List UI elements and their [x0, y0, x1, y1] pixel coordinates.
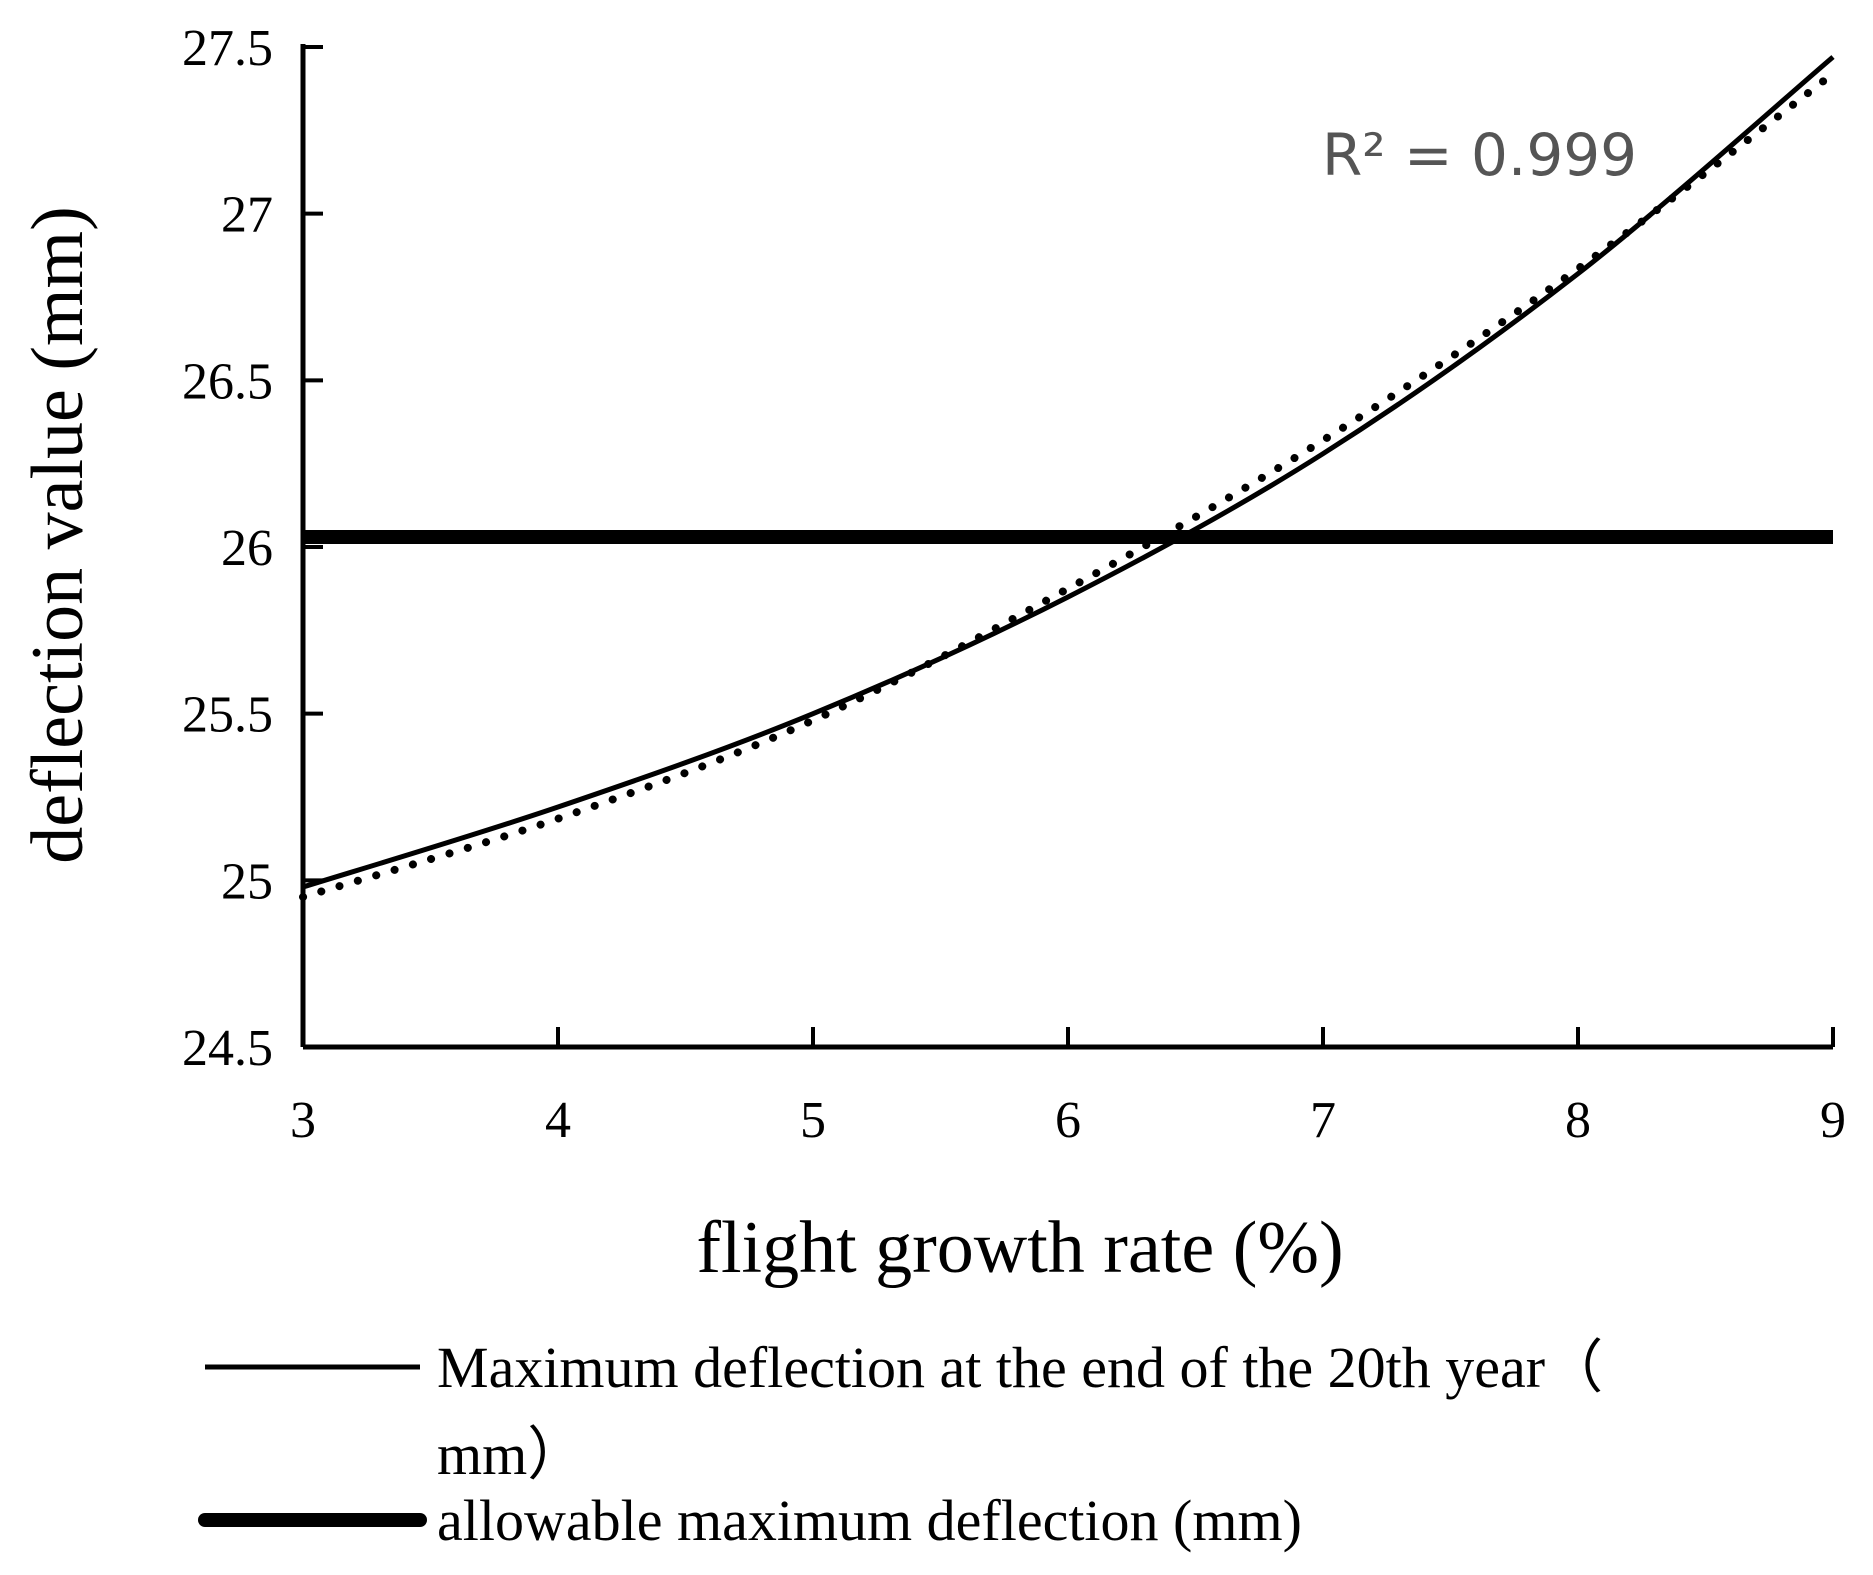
y-tick-label: 25 — [221, 853, 273, 910]
x-tick-label: 3 — [290, 1092, 316, 1149]
y-tick-label: 25.5 — [182, 687, 273, 744]
x-tick-label: 7 — [1310, 1092, 1336, 1149]
y-tick-label: 26 — [221, 520, 273, 577]
legend-label-max-deflection-line2: mm） — [437, 1422, 585, 1487]
x-tick-label: 8 — [1565, 1092, 1591, 1149]
x-axis-title: flight growth rate (%) — [696, 1207, 1343, 1289]
series-trendline-dotted — [299, 69, 1837, 901]
x-tick-label: 4 — [545, 1092, 571, 1149]
x-tick-label: 9 — [1820, 1092, 1846, 1149]
y-tick-label: 26.5 — [182, 353, 273, 410]
x-tick-label: 6 — [1055, 1092, 1081, 1149]
y-tick-label: 27.5 — [182, 20, 273, 77]
axes: 24.5 25 25.5 26 26.5 27 27.5 3 4 5 6 7 8 9 — [182, 20, 1846, 1149]
y-tick-label: 24.5 — [182, 1020, 273, 1077]
legend-label-allowable: allowable maximum deflection (mm) — [437, 1488, 1302, 1553]
y-axis-title: deflection value (mm) — [17, 206, 99, 864]
y-tick-label: 27 — [221, 187, 273, 244]
plot-area — [299, 55, 1837, 901]
x-tick-label: 5 — [800, 1092, 826, 1149]
legend-label-max-deflection-line1: Maximum deflection at the end of the 20t… — [437, 1335, 1603, 1400]
legend: Maximum deflection at the end of the 20t… — [198, 1335, 1603, 1553]
r-squared-annotation: R² = 0.999 — [1322, 121, 1637, 189]
